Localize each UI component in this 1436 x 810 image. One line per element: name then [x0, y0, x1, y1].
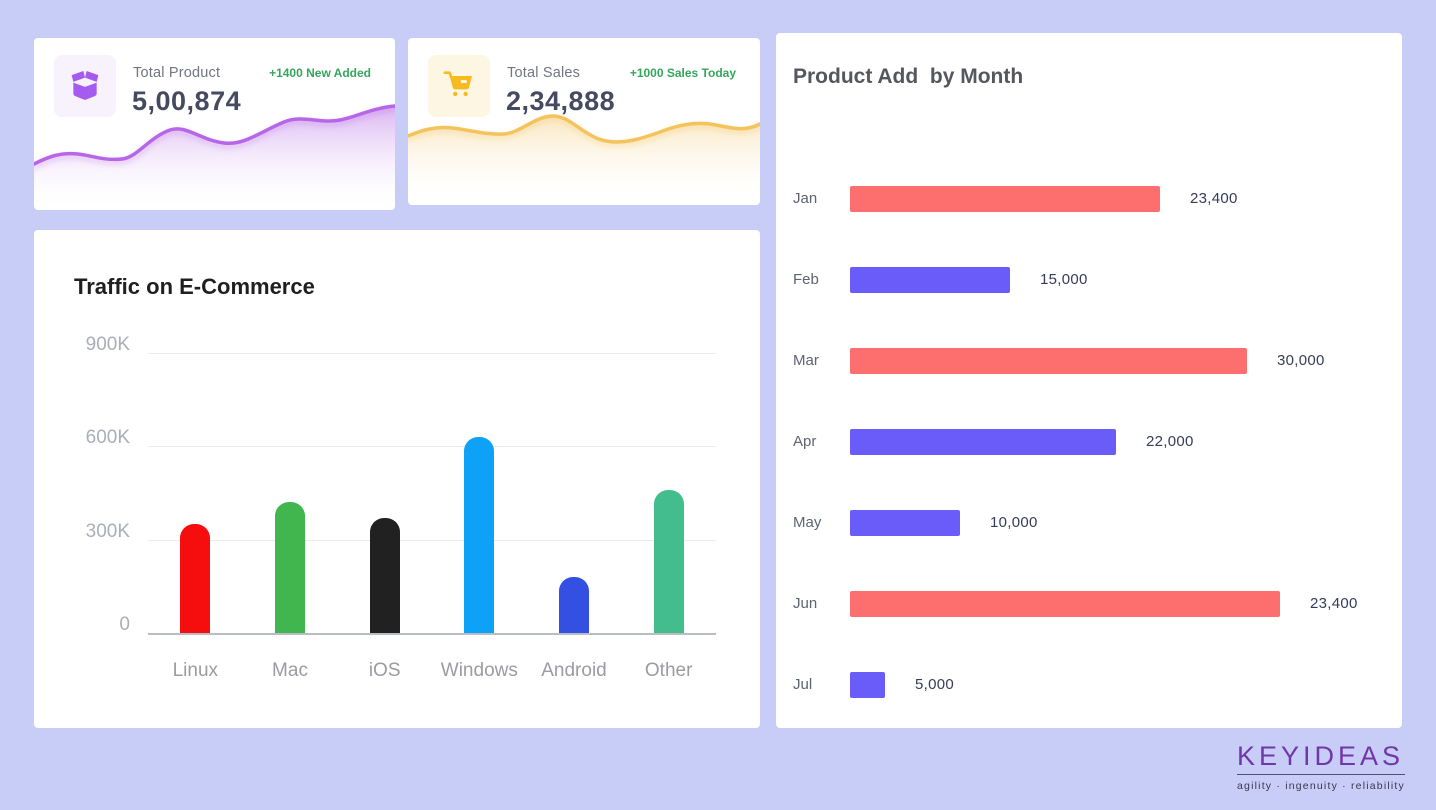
x-axis-category-label: Other	[644, 660, 693, 681]
monthly-bar-value: 23,400	[1190, 190, 1238, 207]
x-axis-category-label: Android	[541, 660, 607, 681]
monthly-bar	[850, 590, 1280, 617]
logo-brand-text: KEYIDEAS	[1237, 741, 1405, 771]
monthly-bar-value: 15,000	[1040, 271, 1088, 288]
product-icon-tile	[54, 55, 116, 117]
monthly-bar-row: Jul 5,000	[793, 644, 1393, 725]
y-axis-tick-label: 900K	[85, 334, 130, 355]
y-axis-tick-label: 0	[119, 614, 130, 635]
y-axis-tick-label: 600K	[85, 427, 130, 449]
monthly-bar-value: 30,000	[1277, 352, 1325, 369]
monthly-bar-value: 22,000	[1146, 433, 1194, 450]
monthly-bar-row: Jun 23,400	[793, 563, 1393, 644]
month-label: Mar	[793, 352, 819, 369]
monthly-bar-row: May 10,000	[793, 482, 1393, 563]
sales-badge: +1000 Sales Today	[629, 66, 736, 80]
gridline	[148, 539, 716, 541]
product-trend-sparkline	[34, 104, 395, 210]
gridline	[148, 353, 716, 354]
monthly-bar-row: Jan 23,400	[793, 158, 1393, 239]
month-label: Jun	[793, 595, 818, 612]
keyideas-logo: KEYIDEAS agility · ingenuity · reliabili…	[1237, 741, 1405, 792]
x-axis-category-label: iOS	[368, 660, 401, 681]
x-axis-category-label: Windows	[440, 660, 518, 681]
monthly-bar-value: 23,400	[1310, 595, 1358, 612]
sales-trend-sparkline	[408, 114, 760, 205]
monthly-bar	[850, 347, 1247, 374]
monthly-bar	[850, 185, 1160, 212]
month-label: Feb	[793, 271, 819, 288]
monthly-panel: Product Add by Month Jan 23,400 Feb 15,000 M…	[776, 33, 1402, 728]
x-axis-category-label: Linux	[172, 660, 219, 681]
total-sales-label: Total Sales	[507, 65, 581, 81]
month-label: Apr	[793, 433, 817, 450]
total-sales-value: 2,34,888	[506, 86, 616, 116]
traffic-bar	[180, 524, 211, 633]
month-label: May	[793, 514, 822, 531]
shopping-cart-icon	[443, 71, 472, 97]
monthly-chart-title: Product Add by Month	[793, 65, 1024, 88]
traffic-bar	[653, 489, 684, 633]
x-axis-category-label: Mac	[272, 660, 308, 681]
traffic-bar	[559, 577, 589, 633]
monthly-bar-value: 10,000	[990, 514, 1038, 531]
x-axis-line	[148, 633, 716, 635]
traffic-panel: Traffic on E-Commerce 900K 600K 300K 0 Linux…	[34, 230, 760, 728]
total-product-card: Total Product +1400 New Added 5,00,874	[34, 38, 395, 210]
monthly-bar-row: Feb 15,000	[793, 239, 1393, 320]
monthly-bar	[850, 428, 1116, 455]
monthly-bar	[850, 671, 885, 698]
month-label: Jul	[793, 676, 813, 693]
total-sales-card: Total Sales +1000 Sales Today 2,34,888	[408, 38, 760, 205]
total-product-value: 5,00,874	[132, 86, 242, 116]
logo-divider	[1237, 774, 1405, 775]
open-box-icon	[71, 71, 99, 100]
sales-icon-tile	[428, 55, 490, 117]
product-badge: +1400 New Added	[269, 66, 371, 80]
monthly-bar-row: Mar 30,000	[793, 320, 1393, 401]
gridline	[148, 446, 716, 448]
monthly-bar	[850, 266, 1010, 293]
monthly-bar	[850, 509, 960, 536]
monthly-bar-value: 5,000	[915, 676, 955, 693]
monthly-bar-row: Apr 22,000	[793, 401, 1393, 482]
traffic-chart-title: Traffic on E-Commerce	[74, 274, 315, 299]
traffic-bar	[275, 502, 305, 633]
total-product-label: Total Product	[133, 65, 221, 81]
logo-tagline: agility · ingenuity · reliability	[1237, 780, 1405, 792]
y-axis-tick-label: 300K	[85, 520, 130, 542]
monthly-chart: Jan 23,400 Feb 15,000 Mar 30,000 Apr 22,000 May 1…	[793, 158, 1393, 725]
traffic-bar	[464, 437, 495, 633]
traffic-bar	[369, 517, 400, 633]
month-label: Jan	[793, 190, 818, 207]
